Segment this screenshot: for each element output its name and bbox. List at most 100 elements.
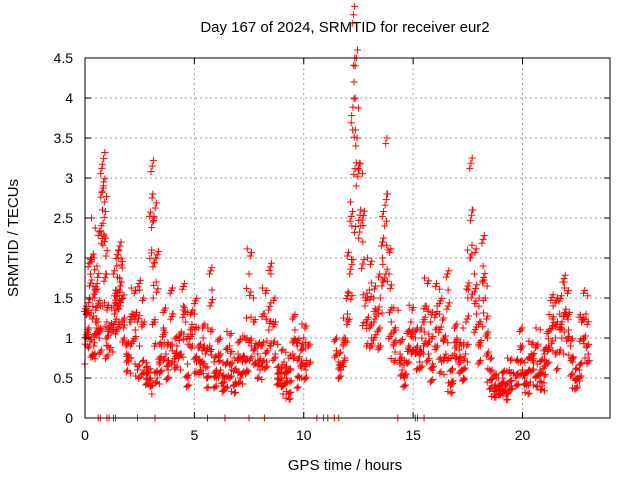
data-point-0-138-cluster-3 (371, 315, 379, 323)
data-point-0-188-cluster-2 (483, 282, 491, 290)
data-point-0-211-cluster-2 (531, 344, 539, 352)
data-point-0-112-cluster-6 (291, 311, 299, 319)
data-point-0-82-cluster-2 (227, 349, 235, 357)
data-point-0-122-cluster-1 (339, 360, 347, 368)
data-point-0-201-cluster-5 (514, 380, 522, 388)
data-point-0-57-cluster-3 (172, 364, 180, 372)
data-point-0-64-cluster-2 (187, 344, 195, 352)
data-point-0-29-cluster-5 (117, 238, 125, 246)
data-point-0-212-cluster-3 (537, 370, 545, 378)
data-point-0-51-cluster-3 (155, 360, 163, 368)
data-point-0-110-cluster-6 (287, 377, 295, 385)
y-tick-label-4: 2 (65, 250, 73, 266)
data-point-0-10-cluster-1 (94, 273, 102, 281)
data-point-0-103-cluster-5 (271, 337, 279, 345)
data-point-0-133 (359, 238, 367, 246)
data-point-0-93-cluster-6 (247, 313, 255, 321)
data-point-0-21-cluster-4 (107, 344, 115, 352)
data-point-0-29-cluster-1 (115, 246, 123, 254)
data-point-0-101-cluster-2 (265, 266, 273, 274)
data-point-0-56-cluster-6 (169, 310, 177, 318)
data-point-0-188-cluster-4 (479, 279, 487, 287)
data-point-0-46-cluster-6 (148, 194, 156, 202)
y-tick-label-0: 0 (65, 410, 73, 426)
data-point-0-13-cluster-1 (99, 302, 107, 310)
data-point-0-206-cluster-3 (525, 389, 533, 397)
data-point-0-35-cluster-5 (127, 284, 135, 292)
data-point-0-179-cluster-6 (460, 355, 468, 363)
data-point-0-7-cluster-1 (89, 353, 97, 361)
data-point-0-11 (94, 318, 102, 326)
data-point-0-49-cluster-5 (153, 378, 161, 386)
data-point-0-77-cluster-6 (217, 350, 225, 358)
data-point-0-221-cluster-6 (558, 318, 566, 326)
data-point-0-117-cluster-5 (303, 373, 311, 381)
data-point-0-191-cluster-3 (487, 384, 495, 392)
data-point-0-167-cluster-5 (437, 323, 445, 331)
data-point-0-151-cluster-3 (400, 382, 408, 390)
data-point-0-147-cluster-1 (389, 340, 397, 348)
data-point-0-161-cluster-3 (425, 277, 433, 285)
data-point-0-92-cluster-1 (245, 338, 253, 346)
data-point-0-72-cluster-4 (204, 373, 211, 381)
data-point-0-46-cluster-2 (151, 204, 159, 212)
data-point-0-55-cluster-3 (168, 340, 176, 348)
data-point-0-230-cluster-4 (577, 360, 585, 368)
data-point-0-142-cluster-4 (379, 278, 387, 286)
data-point-0-7-cluster-2 (89, 333, 97, 341)
data-point-0-203-cluster-3 (517, 326, 525, 334)
data-point-0-107-cluster-5 (278, 361, 286, 369)
data-point-0-72-cluster-6 (205, 372, 213, 380)
data-point-0-105-cluster-3 (273, 364, 281, 372)
data-point-0-226-cluster-1 (567, 337, 575, 345)
data-point-0-145-cluster-1 (386, 248, 394, 256)
data-point-0-74-cluster-2 (206, 302, 214, 310)
data-point-0-126-cluster-1 (346, 217, 354, 225)
data-point-0-177-cluster-3 (455, 360, 463, 368)
data-point-0-118-cluster-5 (302, 338, 310, 346)
data-point-0-67-cluster-3 (191, 369, 199, 377)
data-point-0-38-cluster-4 (135, 280, 143, 288)
data-point-0-154-cluster-4 (409, 304, 417, 312)
data-point-0-151-cluster-5 (402, 381, 410, 389)
data-point-0-138-cluster-4 (372, 282, 380, 290)
data-point-0-103-cluster-1 (274, 340, 282, 348)
data-point-0-208-cluster-5 (525, 337, 533, 345)
data-point-0-144-cluster-5 (383, 190, 391, 198)
data-point-0-16-cluster-1 (98, 160, 106, 168)
data-point-0-218-cluster-5 (549, 291, 557, 299)
data-point-0-25 (113, 262, 121, 270)
data-point-0-92-cluster-3 (246, 337, 254, 345)
data-point-0-20-cluster-1 (102, 355, 110, 363)
data-point-0-192-cluster-2 (491, 394, 499, 402)
data-point-0-152-cluster-5 (401, 357, 409, 365)
data-point-0-198-cluster-3 (503, 396, 511, 404)
data-point-0-17-cluster-5 (99, 241, 107, 249)
data-point-0-21-cluster-6 (103, 341, 111, 349)
data-point-0-227-cluster-6 (569, 354, 577, 362)
data-point-0-108-cluster-4 (282, 379, 290, 387)
data-point-0-184-cluster-1 (475, 302, 483, 310)
data-point-0-76-cluster-6 (212, 382, 220, 390)
data-point-0-195-cluster-5 (495, 385, 503, 393)
data-point-0-66-cluster-6 (188, 320, 196, 328)
data-point-0-40-cluster-5 (139, 356, 147, 364)
data-point-0-154 (407, 318, 415, 326)
data-point-0-82 (225, 342, 233, 350)
data-point-0-138-cluster-6 (367, 279, 375, 287)
data-point-0-223-cluster-3 (560, 275, 568, 283)
data-point-0-195-cluster-4 (495, 391, 503, 399)
data-point-0-125-cluster-6 (344, 248, 352, 256)
data-point-0-152-cluster-6 (401, 371, 409, 379)
data-point-0-204-cluster-6 (518, 356, 526, 364)
data-point-0-186-cluster-6 (476, 342, 484, 350)
data-point-0-209 (529, 358, 537, 366)
data-point-0-64-cluster-6 (184, 340, 192, 348)
data-point-0-128-cluster-3 (349, 103, 357, 111)
data-point-0-4-cluster-4 (85, 259, 93, 267)
data-point-0-71-cluster-1 (203, 347, 211, 355)
data-point-0-165-cluster-5 (433, 342, 441, 350)
data-point-0-122-cluster-3 (340, 358, 348, 366)
data-point-0-148-cluster-3 (390, 304, 398, 312)
data-point-0-102-cluster-4 (271, 294, 279, 302)
